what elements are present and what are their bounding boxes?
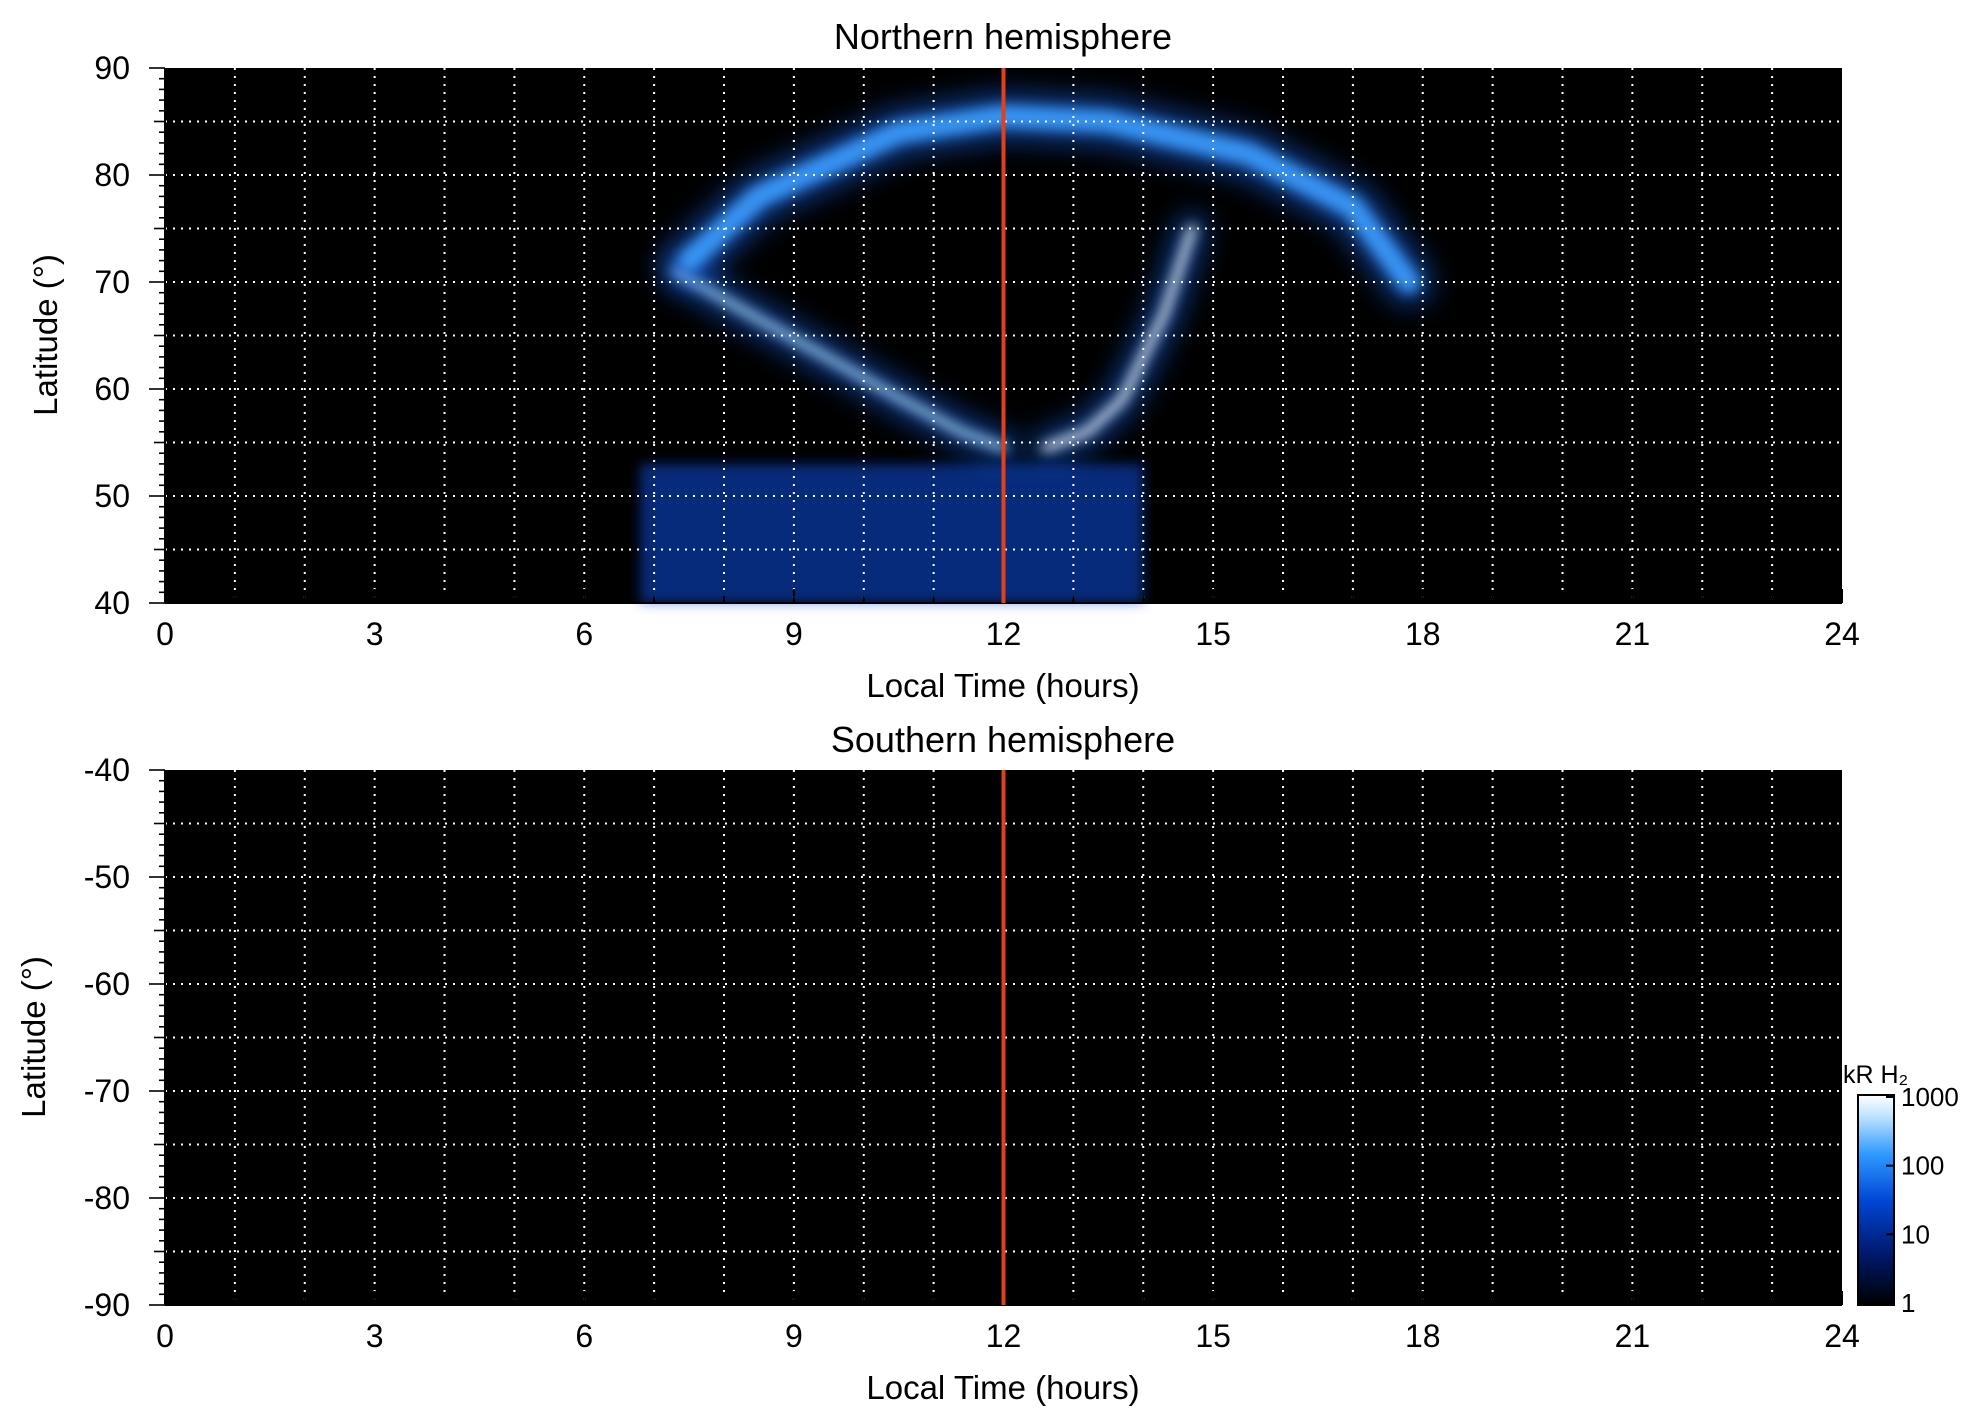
x-tick-label: 18 bbox=[1405, 616, 1441, 652]
y-tick-label: 90 bbox=[94, 50, 130, 86]
x-tick-label: 18 bbox=[1405, 1318, 1441, 1354]
x-tick-label: 9 bbox=[785, 616, 803, 652]
colorbar-label: kR H₂ bbox=[1843, 1061, 1908, 1089]
colorbar-tick-label: 1000 bbox=[1901, 1082, 1959, 1112]
x-tick-label: 3 bbox=[366, 616, 384, 652]
y-tick-label: 70 bbox=[94, 264, 130, 300]
north-panel: Northern hemisphere 0 3 6 9 12 15 18 21 24 40 50 6… bbox=[27, 16, 1860, 704]
y-tick-label: -70 bbox=[84, 1073, 130, 1109]
north-y-axis-label: Latitude (°) bbox=[27, 254, 64, 416]
x-tick-label: 24 bbox=[1824, 616, 1860, 652]
south-x-ticks: 0 3 6 9 12 15 18 21 24 bbox=[156, 1291, 1860, 1354]
x-tick-label: 15 bbox=[1195, 1318, 1231, 1354]
y-tick-label: -40 bbox=[84, 752, 130, 788]
north-y-ticks: 40 50 60 70 80 90 bbox=[94, 50, 165, 621]
south-panel: Southern hemisphere 0 3 6 9 12 15 18 21 24 -40 -5… bbox=[15, 719, 1860, 1406]
y-tick-label: -60 bbox=[84, 966, 130, 1002]
south-title: Southern hemisphere bbox=[831, 719, 1175, 760]
y-tick-label: 60 bbox=[94, 371, 130, 407]
x-tick-label: 3 bbox=[366, 1318, 384, 1354]
north-title: Northern hemisphere bbox=[834, 16, 1172, 57]
x-tick-label: 6 bbox=[575, 616, 593, 652]
south-x-axis-label: Local Time (hours) bbox=[866, 1369, 1139, 1406]
south-y-axis-label: Latitude (°) bbox=[15, 956, 52, 1118]
south-y-ticks: -40 -50 -60 -70 -80 -90 bbox=[84, 752, 165, 1323]
x-tick-label: 24 bbox=[1824, 1318, 1860, 1354]
y-tick-label: 40 bbox=[94, 585, 130, 621]
x-tick-label: 0 bbox=[156, 1318, 174, 1354]
colorbar-tick-label: 1 bbox=[1901, 1288, 1915, 1318]
colorbar-tick-label: 10 bbox=[1901, 1219, 1930, 1249]
north-x-axis-label: Local Time (hours) bbox=[866, 667, 1139, 704]
x-tick-label: 12 bbox=[986, 616, 1022, 652]
y-tick-label: -50 bbox=[84, 859, 130, 895]
emission-polar-cap-band bbox=[678, 105, 1420, 293]
colorbar-ticks: 1000 100 10 1 bbox=[1886, 1082, 1959, 1318]
y-tick-label: -90 bbox=[84, 1287, 130, 1323]
colorbar: kR H₂ 1000 100 10 1 bbox=[1843, 1061, 1959, 1318]
x-tick-label: 6 bbox=[575, 1318, 593, 1354]
emission-arc-dawn bbox=[671, 267, 1008, 452]
x-tick-label: 9 bbox=[785, 1318, 803, 1354]
x-tick-label: 21 bbox=[1615, 616, 1651, 652]
x-tick-label: 21 bbox=[1615, 1318, 1651, 1354]
y-tick-label: -80 bbox=[84, 1180, 130, 1216]
x-tick-label: 0 bbox=[156, 616, 174, 652]
x-tick-label: 15 bbox=[1195, 616, 1231, 652]
colorbar-tick-label: 100 bbox=[1901, 1151, 1944, 1181]
emission-diffuse-low-latitude bbox=[640, 463, 1144, 603]
y-tick-label: 80 bbox=[94, 157, 130, 193]
x-tick-label: 12 bbox=[986, 1318, 1022, 1354]
colorbar-gradient bbox=[1857, 1094, 1895, 1306]
north-x-ticks: 0 3 6 9 12 15 18 21 24 bbox=[156, 589, 1860, 652]
y-tick-label: 50 bbox=[94, 478, 130, 514]
